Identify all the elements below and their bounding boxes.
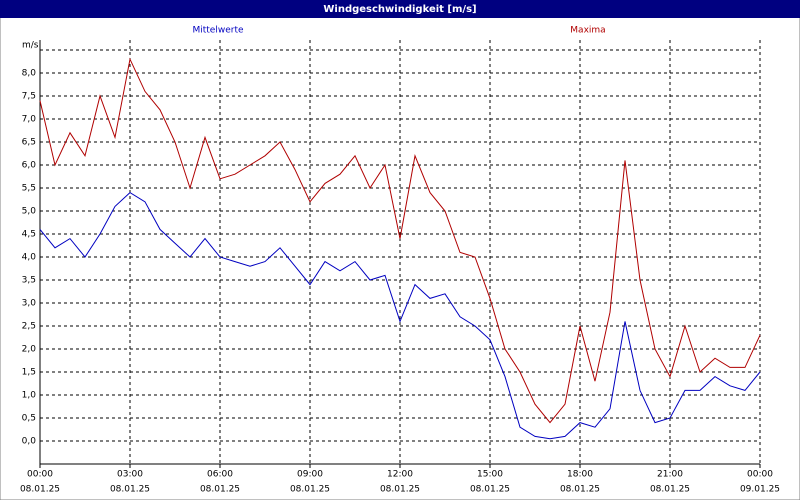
title-bar xyxy=(0,0,800,18)
x-tick-label: 09.01.25 xyxy=(740,485,780,495)
x-tick-label: 08.01.25 xyxy=(470,485,510,495)
legend-label: Maxima xyxy=(570,26,605,36)
x-tick-label: 08.01.25 xyxy=(290,485,330,495)
y-tick-label: 4,0 xyxy=(22,253,37,263)
x-tick-label: 06:00 xyxy=(207,470,233,480)
y-tick-label: 7,5 xyxy=(22,92,36,102)
y-tick-label: 7,0 xyxy=(22,115,37,125)
y-tick-label: 8,0 xyxy=(22,69,37,79)
y-tick-label: 6,0 xyxy=(22,161,37,171)
y-tick-label: 1,0 xyxy=(22,391,37,401)
x-tick-label: 08.01.25 xyxy=(380,485,420,495)
x-tick-label: 08.01.25 xyxy=(200,485,240,495)
chart-title: Windgeschwindigkeit [m/s] xyxy=(323,4,476,15)
x-tick-label: 09:00 xyxy=(297,470,323,480)
series-line xyxy=(39,57,761,424)
x-tick-label: 08.01.25 xyxy=(560,485,600,495)
y-tick-label: 3,0 xyxy=(22,299,37,309)
x-tick-label: 18:00 xyxy=(567,470,593,480)
x-tick-label: 12:00 xyxy=(387,470,413,480)
y-tick-label: 0,5 xyxy=(22,414,36,424)
x-tick-label: 03:00 xyxy=(117,470,143,480)
y-tick-label: 3,5 xyxy=(22,276,36,286)
y-axis-label: m/s xyxy=(22,41,39,51)
legend-label: Mittelwerte xyxy=(192,26,243,36)
x-tick-label: 08.01.25 xyxy=(20,485,60,495)
y-tick-label: 1,5 xyxy=(22,368,36,378)
x-tick-label: 08.01.25 xyxy=(650,485,690,495)
series-line xyxy=(39,191,761,440)
y-tick-label: 5,5 xyxy=(22,184,36,194)
y-tick-label: 5,0 xyxy=(22,207,37,217)
x-tick-label: 08.01.25 xyxy=(110,485,150,495)
x-tick-label: 15:00 xyxy=(477,470,503,480)
x-tick-label: 21:00 xyxy=(657,470,683,480)
y-tick-label: 2,5 xyxy=(22,322,36,332)
x-tick-label: 00:00 xyxy=(747,470,773,480)
x-tick-label: 00:00 xyxy=(27,470,53,480)
y-tick-label: 0,0 xyxy=(22,437,37,447)
y-tick-label: 6,5 xyxy=(22,138,36,148)
y-tick-label: 4,5 xyxy=(22,230,36,240)
y-tick-label: 2,0 xyxy=(22,345,37,355)
